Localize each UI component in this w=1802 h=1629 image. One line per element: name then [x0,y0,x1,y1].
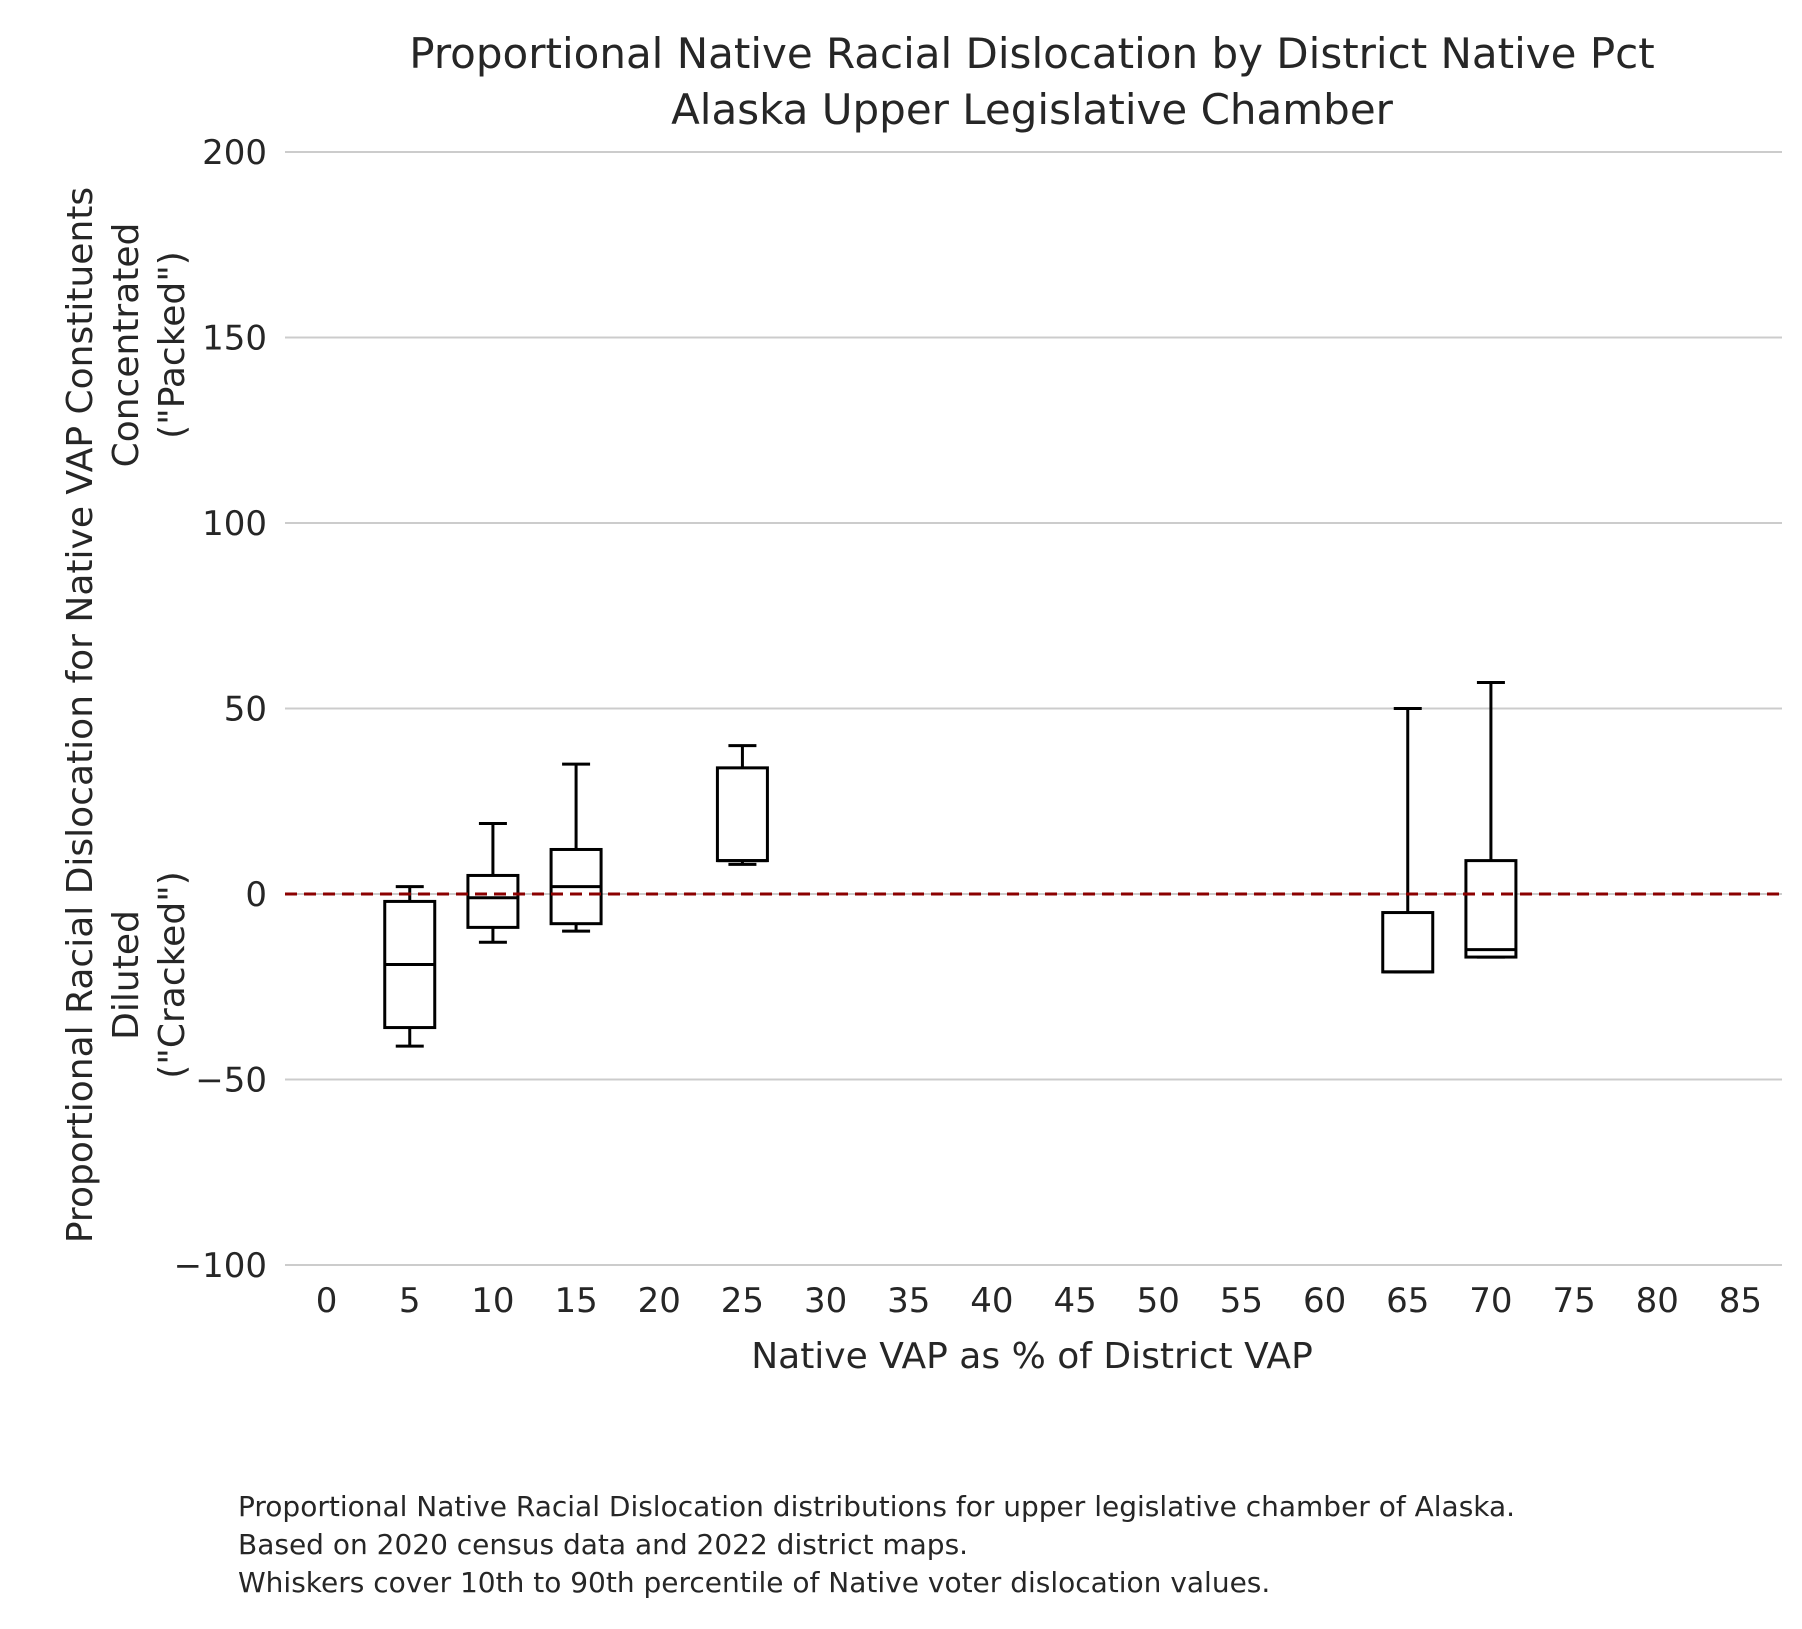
x-tick-label: 0 [316,1281,338,1321]
x-tick-label: 40 [970,1281,1013,1321]
x-tick-label: 60 [1303,1281,1346,1321]
y-tick-label: 150 [202,319,267,359]
x-tick-label: 80 [1636,1281,1679,1321]
iqr-box [466,873,520,929]
chart-title-line-2: Alaska Upper Legislative Chamber [671,85,1394,134]
iqr-box [715,766,769,863]
x-tick-label: 5 [399,1281,421,1321]
x-tick-label: 50 [1137,1281,1180,1321]
y-tick-label: −50 [195,1061,267,1101]
box-x-5 [383,885,437,1048]
y-tick-label: 100 [202,504,267,544]
box-x-70 [1464,681,1518,959]
y-axis-label: Proportional Racial Dislocation for Nati… [60,187,193,1243]
caption-line-2: Based on 2020 census data and 2022 distr… [238,1528,969,1561]
y-axis-label-packed-line-2: ("Packed") [152,251,193,439]
iqr-box [1381,911,1435,974]
caption-line-3: Whiskers cover 10th to 90th percentile o… [238,1566,1271,1599]
box-series [383,681,1518,1048]
caption-line-1: Proportional Native Racial Dislocation d… [238,1490,1516,1523]
chart-title-line-1: Proportional Native Racial Dislocation b… [409,29,1655,78]
y-tick-label: −100 [174,1246,267,1286]
x-tick-label: 85 [1719,1281,1762,1321]
x-tick-label: 55 [1220,1281,1263,1321]
y-axis-ticks: −100 −50 0 50 100 150 200 [174,133,267,1286]
box-x-10 [466,822,520,944]
x-tick-label: 25 [721,1281,764,1321]
x-axis-label: Native VAP as % of District VAP [751,1336,1313,1377]
y-axis-label-packed-line-1: Concentrated [106,223,147,468]
y-tick-label: 50 [224,690,267,730]
x-tick-label: 70 [1469,1281,1512,1321]
x-tick-label: 30 [804,1281,847,1321]
x-tick-label: 45 [1053,1281,1096,1321]
box-x-15 [549,762,603,933]
y-tick-label: 200 [202,133,267,173]
chart-title: Proportional Native Racial Dislocation b… [409,29,1655,134]
x-tick-label: 75 [1552,1281,1595,1321]
x-tick-label: 10 [471,1281,514,1321]
x-tick-label: 15 [554,1281,597,1321]
y-axis-label-line-1: Proportional Racial Dislocation for Nati… [60,187,101,1243]
iqr-box [1464,859,1518,959]
y-axis-label-cracked-line-2: ("Cracked") [152,871,193,1079]
x-tick-label: 20 [638,1281,681,1321]
box-x-65 [1381,707,1435,974]
x-tick-label: 35 [887,1281,930,1321]
x-tick-label: 65 [1386,1281,1429,1321]
y-tick-label: 0 [245,875,267,915]
x-axis-ticks: 0 5 10 15 20 25 30 35 40 45 50 55 60 65 70 75 80 85 [316,1281,1762,1321]
grid-lines [285,151,1782,1266]
y-axis-label-cracked-line-1: Diluted [106,910,147,1040]
chart-caption: Proportional Native Racial Dislocation d… [238,1488,1515,1602]
box-x-25 [715,744,769,866]
